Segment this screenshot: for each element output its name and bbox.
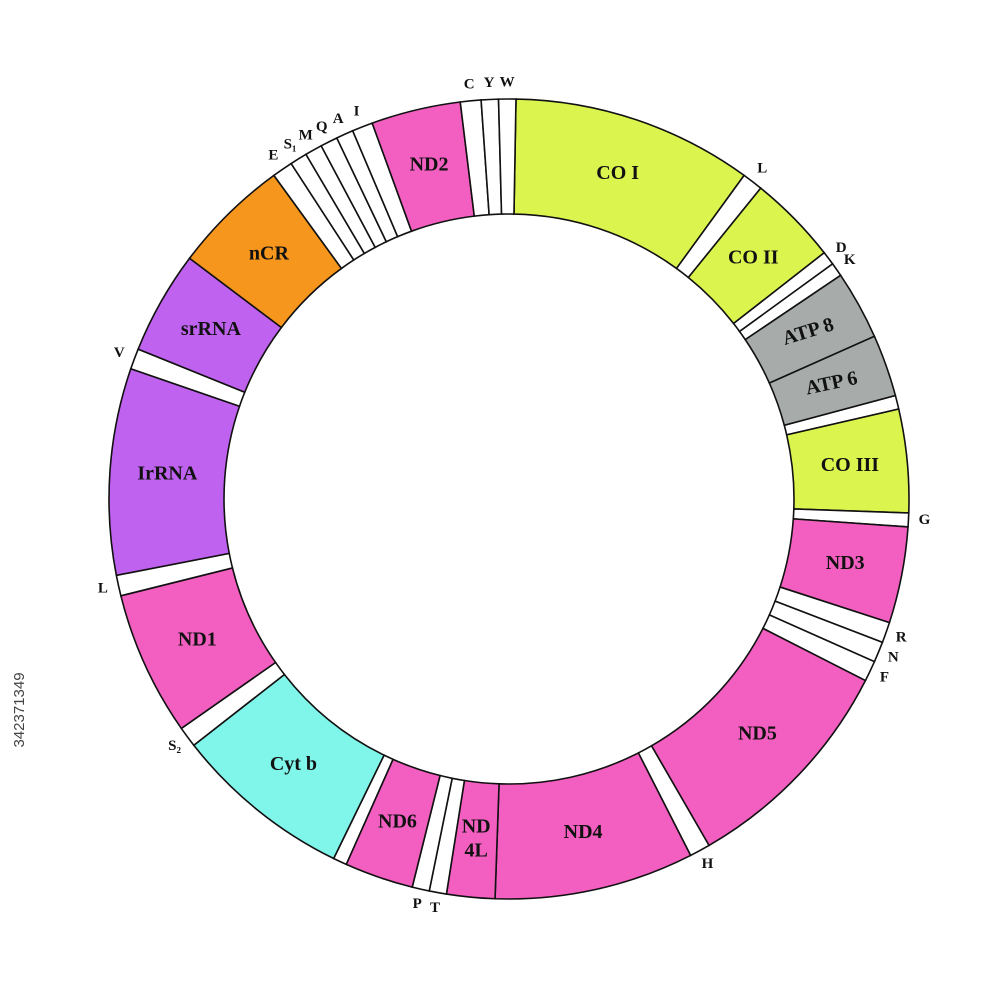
gene-label: ND6 xyxy=(378,810,417,832)
trna-label: Y xyxy=(484,75,495,91)
trna-label: A xyxy=(333,111,344,127)
gene-label: ND4 xyxy=(564,821,603,843)
gene-label: ND1 xyxy=(178,629,217,651)
gene-segment xyxy=(345,758,442,889)
trna-label: I xyxy=(354,103,360,119)
trna-label: L xyxy=(757,160,767,176)
trna-label: F xyxy=(880,670,889,686)
gene-label: IrRNA xyxy=(137,463,198,485)
trna-label: V xyxy=(114,345,125,361)
trna-label: S₂ xyxy=(168,738,181,754)
gene-label: CO I xyxy=(596,162,639,184)
trna-label: G xyxy=(919,512,931,528)
trna-label: S₁ xyxy=(284,137,297,153)
trna-label: E xyxy=(268,148,278,164)
trna-label: P xyxy=(413,896,422,912)
gene-label: srRNA xyxy=(181,318,242,340)
trna-label: R xyxy=(896,629,907,645)
trna-label: K xyxy=(844,252,856,268)
watermark-id: 342371349 xyxy=(11,672,28,747)
trna-label: M xyxy=(299,127,313,143)
gene-label: ND2 xyxy=(410,154,449,176)
gene-label: Cyt b xyxy=(270,753,317,775)
gene-label: ND5 xyxy=(738,722,777,744)
gene-label: nCR xyxy=(249,242,290,264)
trna-label: T xyxy=(430,900,440,916)
trna-label: N xyxy=(888,650,899,666)
gene-label: CO II xyxy=(728,247,779,269)
trna-label: H xyxy=(702,856,714,872)
trna-label: Q xyxy=(316,119,328,135)
gene-label: 4L xyxy=(465,840,488,862)
gene-label: ND xyxy=(462,816,491,838)
gene-segment xyxy=(497,98,517,215)
gene-label: ND3 xyxy=(826,552,865,574)
trna-label: W xyxy=(500,74,515,90)
gene-segment xyxy=(768,335,897,427)
trna-label: D xyxy=(836,240,847,256)
trna-label: L xyxy=(98,580,108,596)
gene-label: CO III xyxy=(821,454,880,476)
trna-label: C xyxy=(464,76,475,92)
